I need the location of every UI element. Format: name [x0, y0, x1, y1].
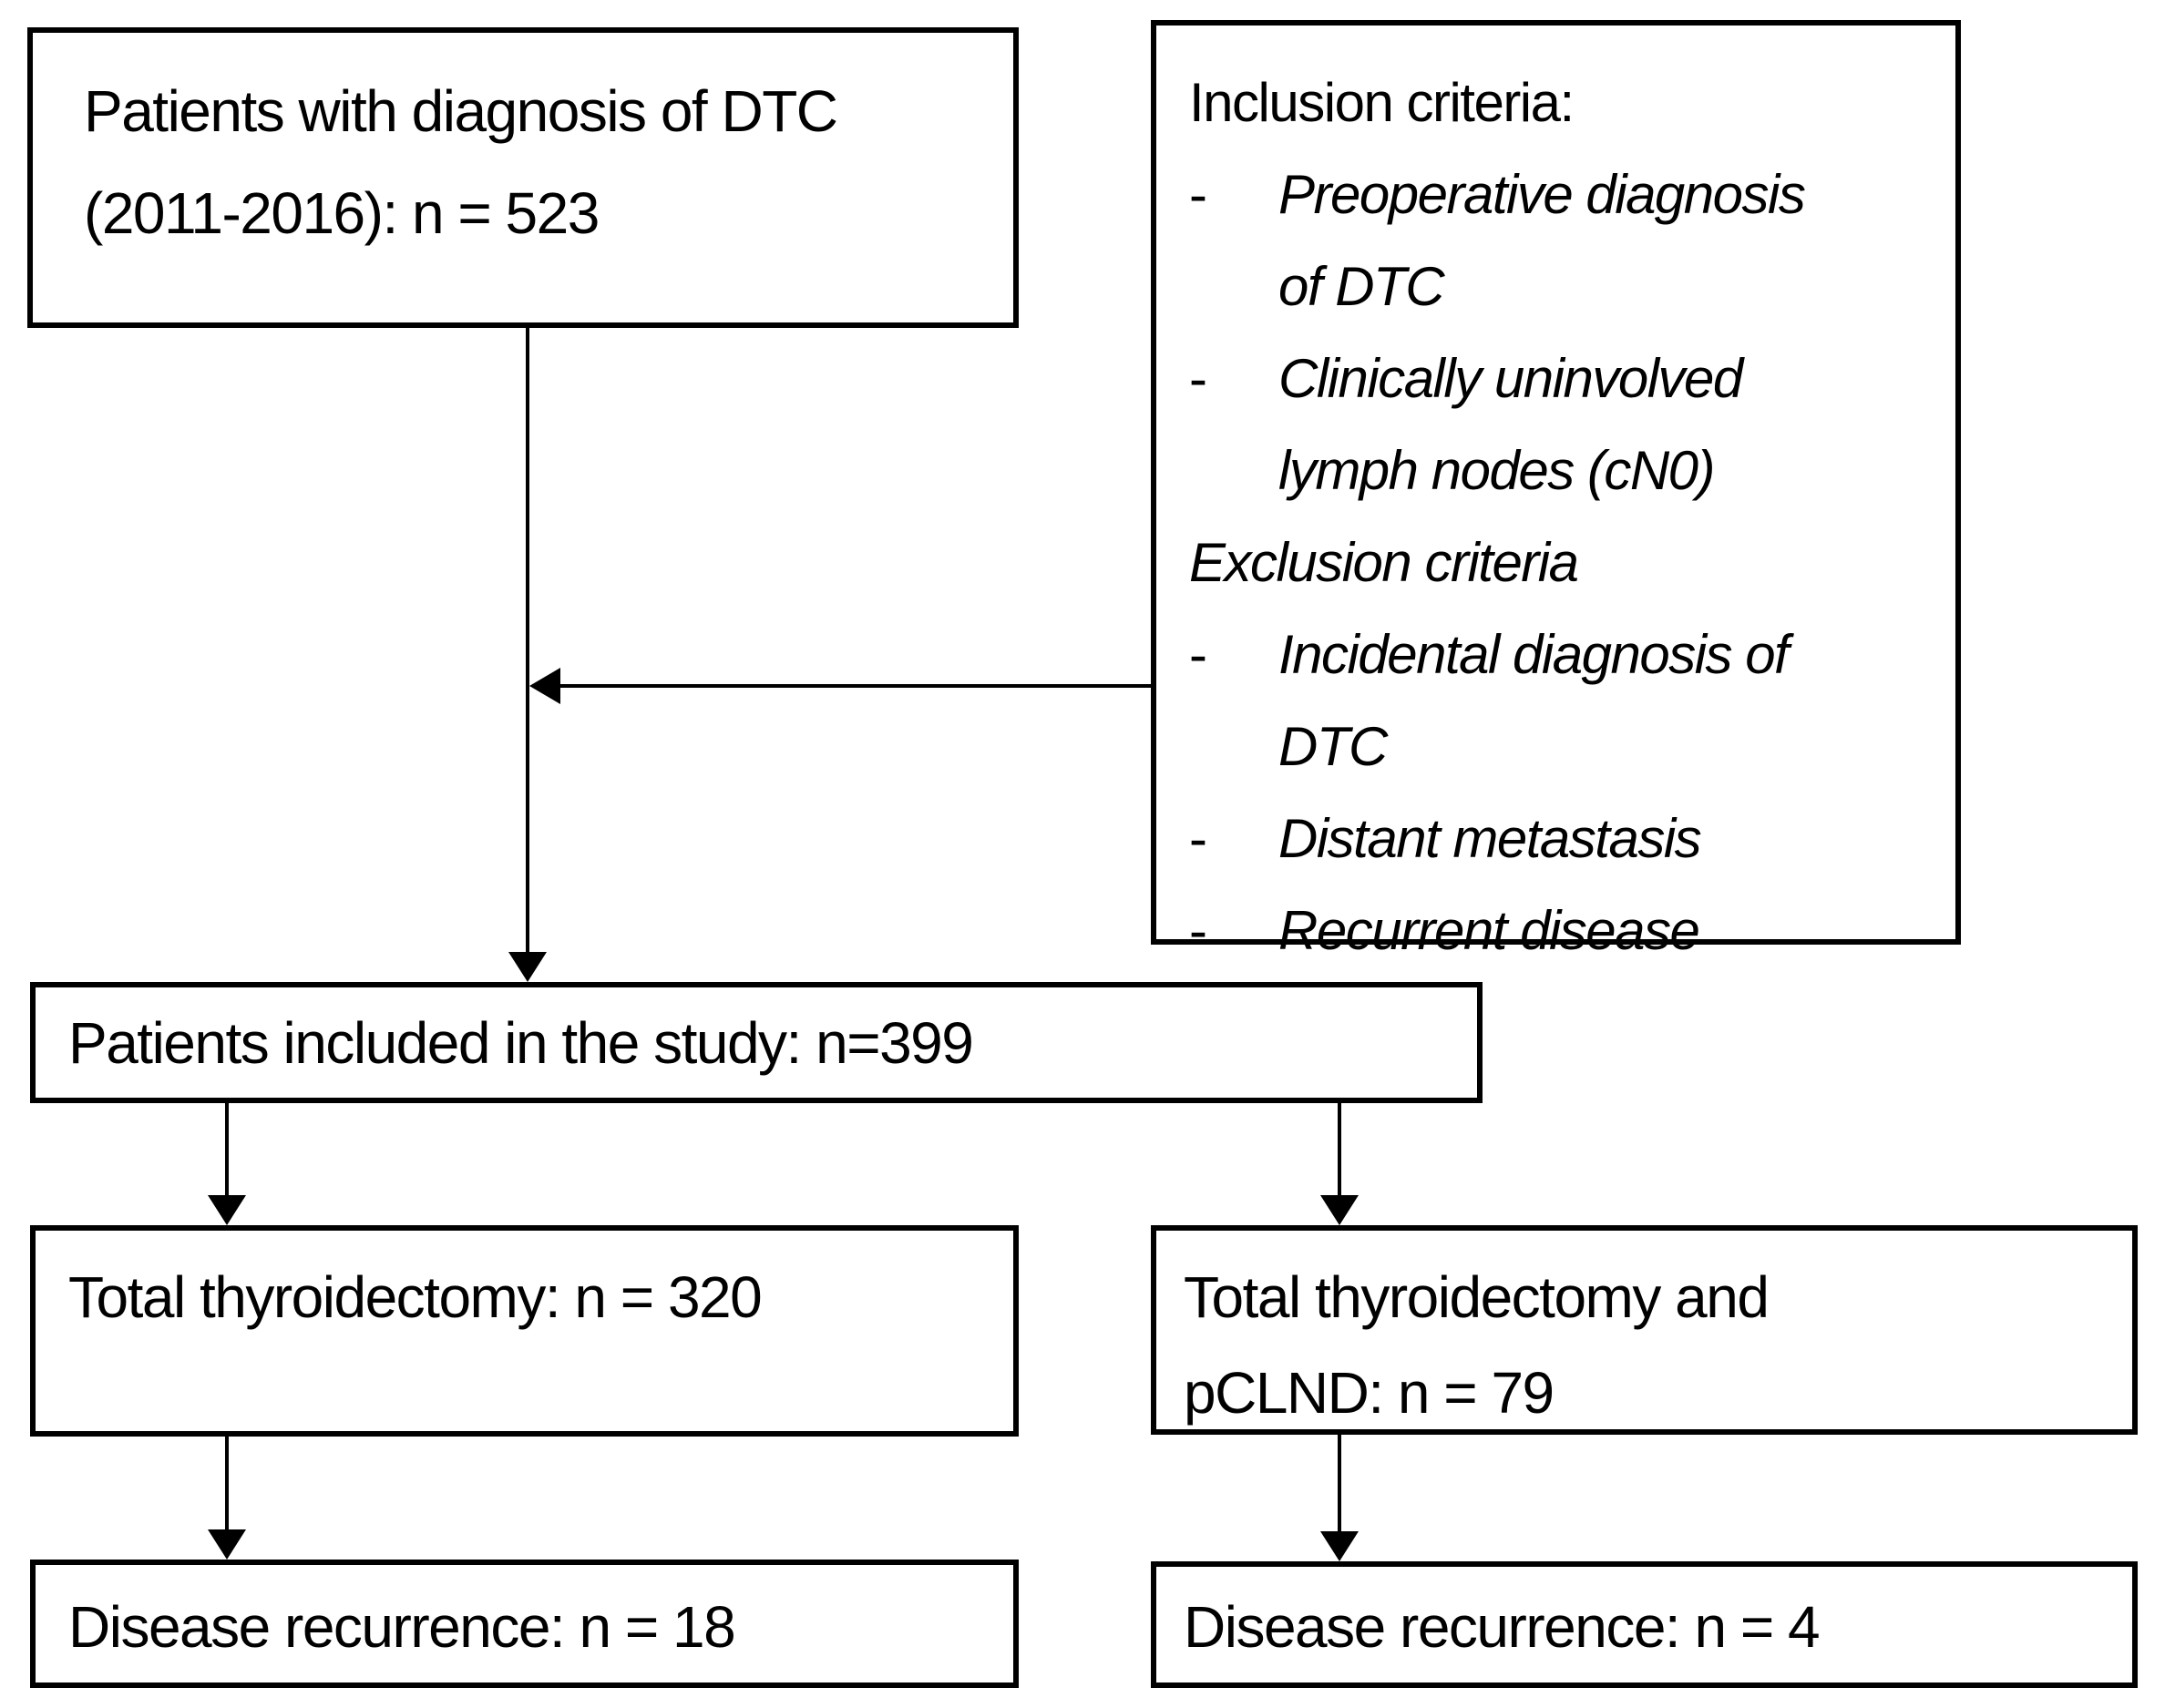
box-patients-included-text: Patients included in the study: n=399: [68, 1010, 974, 1076]
box-disease-recurrence-tt-text: Disease recurrence: n = 18: [68, 1594, 736, 1660]
connector-ttp-to-recurrence-line: [1338, 1435, 1341, 1531]
bullet-dash: -: [1189, 900, 1207, 961]
box-total-thyroidectomy-text: Total thyroidectomy: n = 320: [68, 1264, 763, 1330]
box-disease-recurrence-pclnd: [1151, 1561, 2138, 1688]
inclusion-item-line: of DTC: [1278, 256, 1445, 317]
exclusion-item: - Distant metastasis: [1189, 793, 1927, 885]
inclusion-item-line: Preoperative diagnosis: [1278, 164, 1806, 225]
box-total-thyroidectomy-pclnd-line1: Total thyroidectomy and: [1184, 1264, 1770, 1330]
connector-included-to-tt-line: [225, 1103, 229, 1197]
exclusion-item: - Recurrent disease: [1189, 885, 1927, 977]
exclusion-item-line: Incidental diagnosis of: [1278, 624, 1790, 685]
connector-included-to-ttp-line: [1338, 1103, 1341, 1197]
bullet-dash: -: [1189, 808, 1207, 869]
bullet-dash: -: [1189, 348, 1207, 409]
connector-tt-to-recurrence-line: [225, 1437, 229, 1531]
arrowhead-down-into-included: [508, 952, 547, 982]
arrowhead-left-at-line: [529, 668, 560, 704]
box-disease-recurrence-tt: [30, 1560, 1019, 1688]
inclusion-item: - Clinically uninvolved lymph nodes (cN0…: [1189, 332, 1927, 516]
inclusion-item-line: Clinically uninvolved: [1278, 348, 1743, 409]
arrowhead-down-into-ttp: [1320, 1195, 1359, 1225]
exclusion-item: - Incidental diagnosis of DTC: [1189, 609, 1927, 793]
box-total-thyroidectomy: [30, 1225, 1019, 1437]
bullet-dash: -: [1189, 164, 1207, 225]
exclusion-criteria-title: Exclusion criteria: [1189, 532, 1579, 593]
exclusion-item-line: DTC: [1278, 716, 1388, 777]
inclusion-item-line: lymph nodes (cN0): [1278, 440, 1716, 501]
connector-diagnosed-to-included-line: [526, 326, 529, 956]
box-total-thyroidectomy-pclnd-line2: pCLND: n = 79: [1184, 1360, 1554, 1426]
arrowhead-down-into-recurrence-pclnd: [1320, 1531, 1359, 1561]
box-total-thyroidectomy-pclnd: [1151, 1225, 2138, 1435]
box-patients-diagnosed-line1: Patients with diagnosis of DTC: [84, 78, 838, 144]
box-patients-diagnosed: [27, 27, 1019, 328]
bullet-dash: -: [1189, 624, 1207, 685]
arrowhead-down-into-recurrence-tt: [208, 1529, 246, 1560]
box-patients-included: [30, 982, 1483, 1103]
connector-criteria-to-line: [558, 684, 1151, 688]
exclusion-item-line: Distant metastasis: [1278, 808, 1702, 869]
box-patients-diagnosed-line2: (2011-2016): n = 523: [84, 180, 600, 246]
exclusion-item-line: Recurrent disease: [1278, 900, 1700, 961]
inclusion-item: - Preoperative diagnosis of DTC: [1189, 148, 1927, 332]
arrowhead-down-into-tt: [208, 1195, 246, 1225]
criteria-text: Inclusion criteria: - Preoperative diagn…: [1189, 56, 1927, 977]
box-disease-recurrence-pclnd-text: Disease recurrence: n = 4: [1184, 1594, 1821, 1660]
inclusion-criteria-title: Inclusion criteria:: [1189, 72, 1575, 133]
box-criteria: [1151, 20, 1961, 945]
